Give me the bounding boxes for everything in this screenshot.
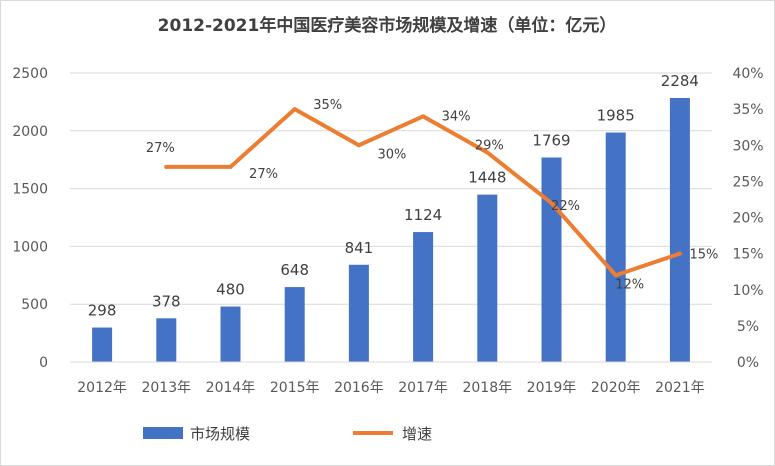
chart-title: 2012-2021年中国医疗美容市场规模及增速（单位：亿元）	[158, 15, 617, 36]
right-tick-label: 0%	[737, 355, 759, 371]
bar	[541, 157, 562, 362]
bar-data-label: 648	[280, 261, 309, 279]
bar-data-label: 298	[88, 302, 117, 320]
x-tick-label: 2016年	[334, 380, 384, 396]
right-tick-label: 35%	[732, 102, 763, 118]
line-point	[292, 107, 297, 112]
line-data-label: 30%	[377, 147, 406, 162]
bar-data-label: 378	[152, 292, 181, 310]
left-axis-ticks: 0 500 1000 1500 2000 2500	[12, 66, 48, 371]
line-data-label: 27%	[146, 141, 175, 156]
line-point	[228, 164, 233, 169]
bar-data-label: 1985	[597, 107, 635, 125]
x-axis-ticks: 2012年 2013年 2014年 2015年 2016年 2017年 2018年 2019年…	[77, 380, 704, 396]
right-tick-label: 20%	[732, 211, 763, 227]
line-data-label: 27%	[249, 167, 278, 182]
right-tick-label: 30%	[732, 138, 763, 154]
right-tick-label: 15%	[732, 247, 763, 263]
line-point	[421, 114, 426, 119]
left-tick-label: 1000	[12, 239, 48, 255]
x-tick-label: 2013年	[141, 380, 191, 396]
line-data-label: 15%	[689, 248, 718, 263]
bar-data-label: 480	[216, 281, 245, 299]
bar	[156, 318, 177, 362]
x-tick-label: 2021年	[655, 380, 705, 396]
bar	[284, 287, 305, 362]
left-tick-label: 500	[21, 297, 48, 313]
bar	[477, 194, 498, 362]
x-tick-label: 2012年	[77, 380, 127, 396]
right-tick-label: 40%	[732, 66, 763, 82]
right-tick-label: 5%	[737, 319, 759, 335]
x-tick-label: 2020年	[591, 380, 641, 396]
line-point	[485, 150, 490, 155]
line-series: 27% 27% 35% 30% 34% 29% 22% 12% 15%	[146, 98, 719, 292]
legend-swatch-bar	[143, 427, 183, 439]
bar-data-label: 1769	[532, 132, 570, 150]
bar	[413, 232, 434, 362]
left-tick-label: 2000	[12, 124, 48, 140]
line-point	[613, 273, 618, 278]
gridlines	[70, 72, 712, 305]
bar	[220, 306, 241, 362]
bar	[92, 327, 113, 362]
x-tick-label: 2018年	[462, 380, 512, 396]
bar	[669, 97, 690, 362]
bar	[348, 264, 369, 362]
left-tick-label: 1500	[12, 182, 48, 198]
bar	[605, 132, 626, 362]
right-tick-label: 10%	[732, 283, 763, 299]
line-point	[549, 201, 554, 206]
x-tick-label: 2014年	[206, 380, 256, 396]
x-tick-label: 2015年	[270, 380, 320, 396]
legend-label-bar: 市场规模	[190, 425, 250, 443]
bar-data-label: 1124	[404, 206, 442, 224]
legend: 市场规模 增速	[143, 425, 432, 443]
left-tick-label: 2500	[12, 66, 48, 82]
legend-label-line: 增速	[402, 425, 432, 443]
bar-data-label: 2284	[661, 72, 699, 90]
right-tick-label: 25%	[732, 174, 763, 190]
left-tick-label: 0	[39, 355, 48, 371]
bar-data-label: 1448	[468, 169, 506, 187]
line-data-label: 29%	[475, 138, 504, 153]
right-axis-ticks: 0% 5% 10% 15% 20% 25% 30% 35% 40%	[732, 66, 763, 371]
bar-data-label: 841	[345, 239, 374, 257]
x-tick-label: 2019年	[527, 380, 577, 396]
bar-series: 298 378 480 648 841 1124 1448 1769 1985 2284	[88, 72, 699, 362]
line-data-label: 34%	[442, 109, 471, 124]
line-data-label: 12%	[615, 277, 644, 292]
line-point	[356, 143, 361, 148]
line-data-label: 22%	[551, 199, 580, 214]
x-tick-label: 2017年	[398, 380, 448, 396]
line-data-label: 35%	[313, 98, 342, 113]
line-point	[164, 164, 169, 169]
line-point	[677, 251, 682, 256]
